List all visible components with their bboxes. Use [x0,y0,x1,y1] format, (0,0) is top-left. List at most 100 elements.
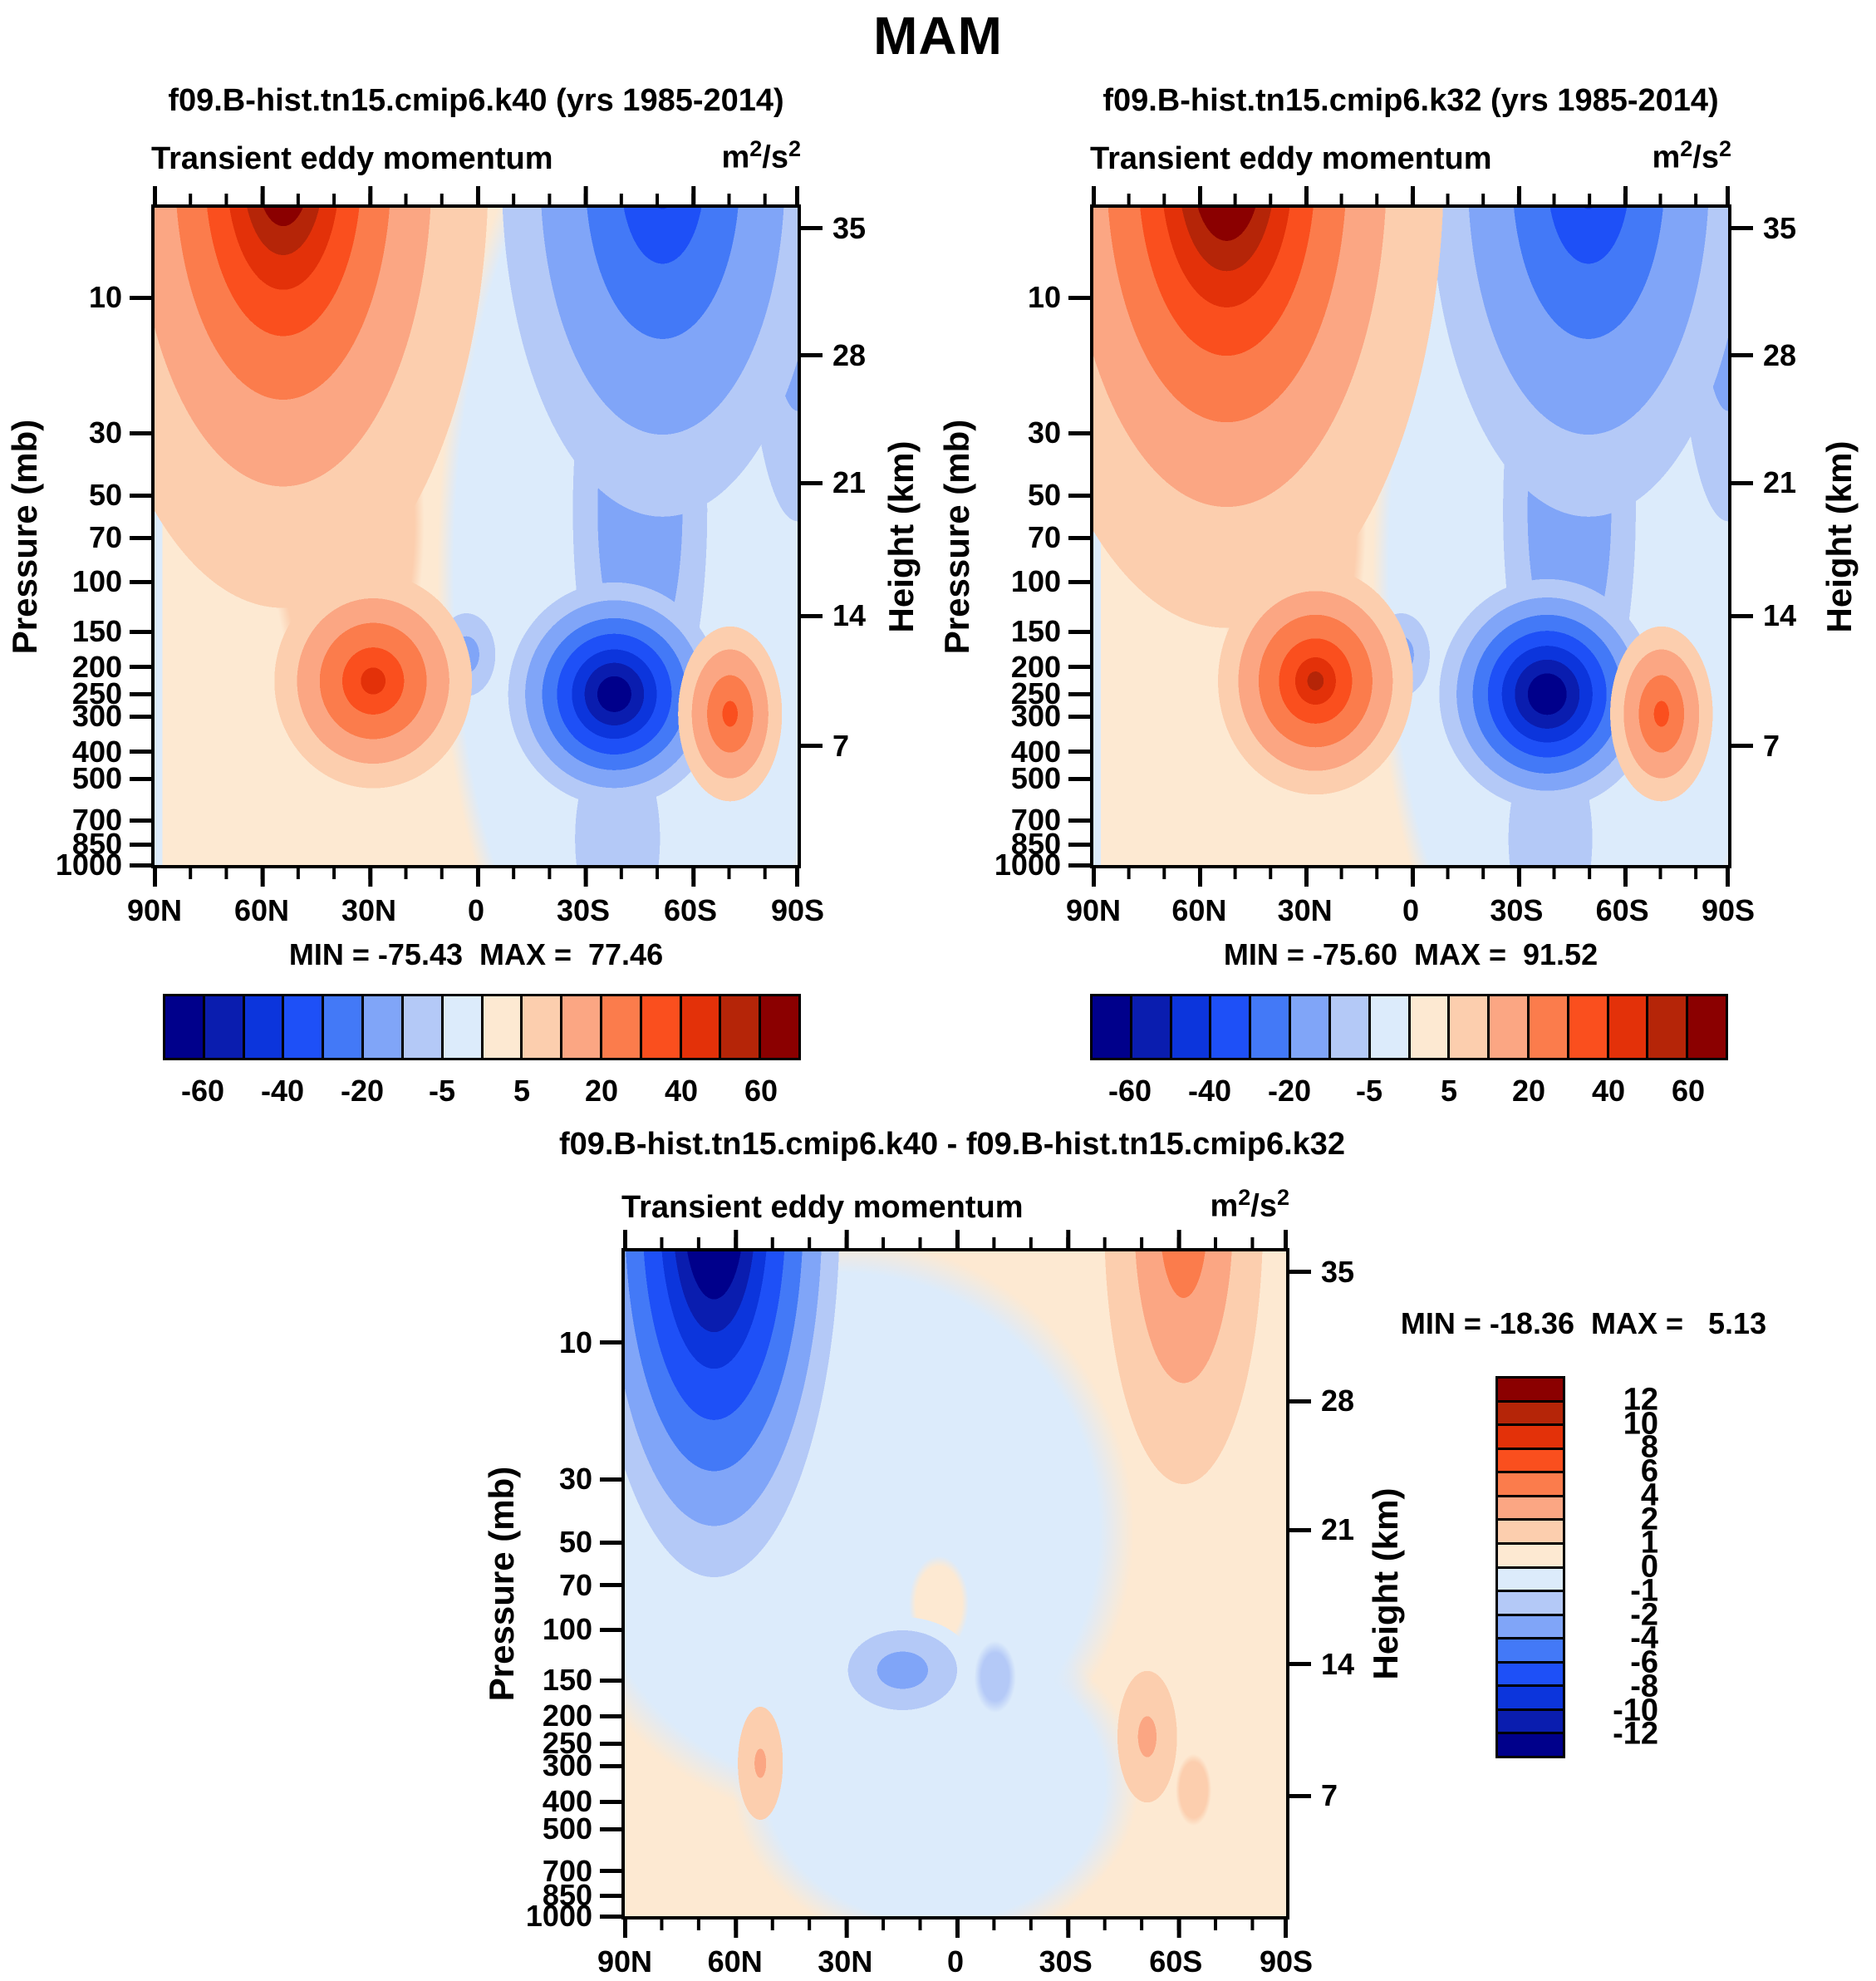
latitude-tick-label: 60S [1595,893,1649,927]
colorbar-cell [560,996,600,1058]
colorbar-cell [1498,1566,1563,1590]
colorbar-tick-label: 40 [664,1074,699,1108]
colorbar-cell [599,996,640,1058]
colorbar-cell [1566,996,1607,1058]
contour-field-k32 [1093,208,1728,865]
colorbar-cell [520,996,561,1058]
colorbar-cell [1328,996,1368,1058]
panel-k40-title: f09.B-hist.tn15.cmip6.k40 (yrs 1985-2014… [168,83,784,118]
height-tick-label: 35 [801,211,866,246]
lat-major-ticks-top [1092,186,1730,204]
colorbar-tick-label: -20 [1267,1074,1312,1108]
unit-exp: 2 [749,136,763,161]
colorbar-cell [1093,996,1130,1058]
pressure-tick-label: 400 [1011,735,1090,769]
height-tick-label: 28 [1289,1384,1354,1418]
latitude-tick-label: 0 [946,1944,965,1979]
pressure-tick-label: 400 [72,735,151,769]
pressure-tick-label: 30 [1028,415,1090,450]
height-tick-label: 7 [801,729,849,764]
colorbar-tick-label: -60 [1107,1074,1152,1108]
latitude-tick-label: 60S [663,893,717,927]
plot-k40: 10 30 50 70 100 150 200 250 300 400 500 700 850 1000 … [56,186,866,927]
pressure-tick-label: 10 [89,280,151,315]
colorbar-cell [1249,996,1289,1058]
colorbar-cell [1498,1379,1563,1400]
height-axis-title-diff: Height (km) [1366,1487,1405,1680]
stats-diff: MIN = -18.36 MAX = 5.13 [1400,1306,1767,1340]
pressure-tick-label: 700 [72,803,151,838]
contour-field-k40 [155,208,798,865]
colorbar-tick-label: -8 [1630,1669,1658,1704]
latitude-tick-label: 90N [126,893,183,927]
colorbar-tick-label: -1 [1630,1573,1658,1609]
pressure-tick-label: 500 [543,1811,621,1846]
latitude-tick-label: 0 [467,893,485,927]
colorbar-tick-label: -10 [1613,1693,1658,1728]
contour-field-diff [625,1251,1286,1916]
height-tick-label: 14 [1289,1647,1354,1682]
colorbar-tick-label: 8 [1640,1429,1658,1465]
colorbar-tick-label: 40 [1591,1074,1626,1108]
colorbar-tick-label: 0 [1640,1549,1658,1585]
pressure-axis-title-k40: Pressure (mb) [5,419,44,655]
lat-major-ticks-bottom [1092,868,1730,887]
colorbar-tick-label: -40 [1187,1074,1232,1108]
lat-minor-ticks-bottom [153,868,799,879]
pressure-tick-label: 100 [1011,564,1090,599]
pressure-tick-label: 1000 [56,848,151,882]
latitude-tick-label: 30S [1490,893,1544,927]
colorbar-tick-label: 1 [1640,1525,1658,1561]
pressure-tick-label: 150 [72,614,151,649]
colorbar-k32 [1090,994,1728,1060]
pressure-tick-label: 200 [543,1698,621,1733]
colorbar-cell [242,996,282,1058]
latitude-tick-label: 60N [233,893,290,927]
colorbar-cell [1368,996,1408,1058]
colorbar-cell [1498,1541,1563,1566]
pressure-tick-label: 300 [543,1748,621,1783]
colorbar-tick-label: 6 [1640,1453,1658,1489]
colorbar-k40-labels: -60 -40 -20 -5 5 20 40 60 [163,1074,801,1110]
colorbar-tick-label: 60 [1671,1074,1706,1108]
height-tick-label: 7 [1289,1778,1338,1813]
unit-base: /s [1250,1188,1277,1224]
latitude-tick-label: 30S [1039,1944,1093,1979]
pressure-tick-label: 10 [1028,280,1090,315]
pressure-tick-label: 50 [1028,478,1090,513]
latitude-tick-label: 30S [556,893,611,927]
pressure-tick-label: 500 [72,761,151,796]
unit-exp: 2 [1680,136,1693,161]
latitude-tick-label: 90N [597,1944,653,1979]
pressure-tick-label: 150 [1011,614,1090,649]
colorbar-tick-label: -6 [1630,1644,1658,1680]
pressure-tick-label: 50 [559,1525,621,1560]
stats-k32: MIN = -75.60 MAX = 91.52 [1223,937,1599,971]
colorbar-diff [1495,1376,1565,1758]
pressure-tick-label: 100 [543,1612,621,1647]
colorbar-cell [400,996,441,1058]
height-tick-label: 28 [801,338,866,373]
pressure-tick-label: 500 [1011,761,1090,796]
lat-minor-ticks-bottom [1092,868,1730,879]
lat-major-ticks-bottom [153,868,799,887]
colorbar-tick-label: -40 [260,1074,305,1108]
pressure-tick-label: 150 [543,1663,621,1698]
colorbar-cell [1526,996,1567,1058]
colorbar-cell [322,996,362,1058]
colorbar-cell [1498,1708,1563,1733]
figure-title: MAM [873,6,1003,66]
lat-minor-ticks-top [623,1237,1288,1248]
unit-base: m [1210,1188,1239,1224]
unit-exp: 2 [1276,1185,1289,1210]
pressure-tick-label: 200 [1011,650,1090,685]
height-tick-label: 21 [1289,1512,1354,1547]
colorbar-tick-label: -5 [428,1074,456,1108]
pressure-tick-label: 30 [89,415,151,450]
latitude-tick-label: 90S [770,893,825,927]
panel-k32-title: f09.B-hist.tn15.cmip6.k32 (yrs 1985-2014… [1103,83,1719,118]
pressure-tick-label: 850 [1011,827,1090,862]
panel-diff-units: m2/s2 [1210,1185,1289,1225]
colorbar-cell [1447,996,1488,1058]
